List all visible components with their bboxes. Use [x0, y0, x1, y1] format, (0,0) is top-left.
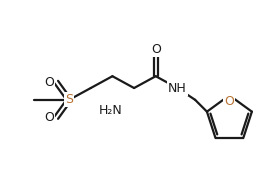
Text: S: S: [65, 93, 73, 106]
Text: H₂N: H₂N: [98, 104, 122, 117]
Text: O: O: [44, 111, 54, 124]
Text: O: O: [151, 43, 161, 55]
Text: O: O: [224, 95, 234, 108]
Text: NH: NH: [168, 81, 187, 95]
Text: O: O: [44, 76, 54, 89]
